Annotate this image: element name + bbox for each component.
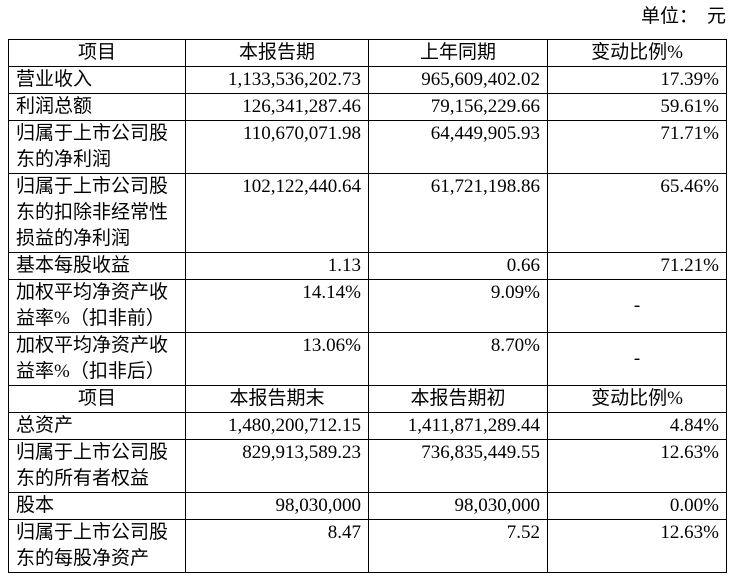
current-period-cell: 102,122,440.64 <box>185 173 369 253</box>
period-start-cell: 98,030,000 <box>368 492 548 520</box>
period-end-cell: 1,480,200,712.15 <box>185 412 369 440</box>
table-row-net-profit-attributable: 归属于上市公司股东的净利润 110,670,071.98 64,449,905.… <box>8 120 727 174</box>
change-ratio-cell: 59.61% <box>547 93 727 121</box>
column-header-period-start: 本报告期初 <box>368 385 548 413</box>
column-header-prior-period: 上年同期 <box>368 39 548 67</box>
financial-summary-table: 项目 本报告期 上年同期 变动比例% 营业收入 1,133,536,202.73… <box>8 39 727 573</box>
column-header-change-ratio: 变动比例% <box>547 385 727 413</box>
unit-note: 单位： 元 <box>641 5 726 29</box>
table-row-share-capital: 股本 98,030,000 98,030,000 0.00% <box>8 492 727 520</box>
unit-label: 单位： <box>640 6 698 27</box>
period-start-cell: 736,835,449.55 <box>368 439 548 493</box>
table-row-net-profit-excl-nonrecurring: 归属于上市公司股东的扣除非经常性损益的净利润 102,122,440.64 61… <box>8 173 727 253</box>
table-row-total-assets: 总资产 1,480,200,712.15 1,411,871,289.44 4.… <box>8 412 727 440</box>
current-period-cell: 110,670,071.98 <box>185 120 369 174</box>
current-period-cell: 1,133,536,202.73 <box>185 66 369 94</box>
column-header-item: 项目 <box>8 39 186 67</box>
current-period-cell: 14.14% <box>185 279 369 333</box>
period-start-cell: 1,411,871,289.44 <box>368 412 548 440</box>
change-ratio-cell: - <box>547 279 727 333</box>
change-ratio-cell: 12.63% <box>547 519 727 573</box>
current-period-cell: 126,341,287.46 <box>185 93 369 121</box>
item-cell: 归属于上市公司股东的净利润 <box>8 120 186 174</box>
table2-header-row: 项目 本报告期末 本报告期初 变动比例% <box>8 385 727 413</box>
table-row-operating-revenue: 营业收入 1,133,536,202.73 965,609,402.02 17.… <box>8 66 727 94</box>
item-cell: 基本每股收益 <box>8 252 186 280</box>
unit-value: 元 <box>706 6 726 27</box>
period-end-cell: 829,913,589.23 <box>185 439 369 493</box>
item-cell: 归属于上市公司股东的每股净资产 <box>8 519 186 573</box>
period-end-cell: 8.47 <box>185 519 369 573</box>
prior-period-cell: 0.66 <box>368 252 548 280</box>
item-cell: 股本 <box>8 492 186 520</box>
column-header-current-period: 本报告期 <box>185 39 369 67</box>
table-row-net-assets-per-share: 归属于上市公司股东的每股净资产 8.47 7.52 12.63% <box>8 519 727 573</box>
item-cell: 加权平均净资产收益率%（扣非前） <box>8 279 186 333</box>
column-header-period-end: 本报告期末 <box>185 385 369 413</box>
period-start-cell: 7.52 <box>368 519 548 573</box>
current-period-cell: 13.06% <box>185 332 369 386</box>
change-ratio-cell: 71.21% <box>547 252 727 280</box>
prior-period-cell: 79,156,229.66 <box>368 93 548 121</box>
table-row-total-profit: 利润总额 126,341,287.46 79,156,229.66 59.61% <box>8 93 727 121</box>
item-cell: 总资产 <box>8 412 186 440</box>
period-end-cell: 98,030,000 <box>185 492 369 520</box>
change-ratio-cell: 4.84% <box>547 412 727 440</box>
change-ratio-cell: 0.00% <box>547 492 727 520</box>
change-ratio-cell: 71.71% <box>547 120 727 174</box>
table-row-owners-equity: 归属于上市公司股东的所有者权益 829,913,589.23 736,835,4… <box>8 439 727 493</box>
item-cell: 归属于上市公司股东的扣除非经常性损益的净利润 <box>8 173 186 253</box>
item-cell: 加权平均净资产收益率%（扣非后） <box>8 332 186 386</box>
change-ratio-cell: - <box>547 332 727 386</box>
item-cell: 利润总额 <box>8 93 186 121</box>
column-header-change-ratio: 变动比例% <box>547 39 727 67</box>
change-ratio-cell: 65.46% <box>547 173 727 253</box>
table-row-basic-eps: 基本每股收益 1.13 0.66 71.21% <box>8 252 727 280</box>
item-cell: 归属于上市公司股东的所有者权益 <box>8 439 186 493</box>
current-period-cell: 1.13 <box>185 252 369 280</box>
prior-period-cell: 61,721,198.86 <box>368 173 548 253</box>
table-row-weighted-roe-after: 加权平均净资产收益率%（扣非后） 13.06% 8.70% - <box>8 332 727 386</box>
table1-header-row: 项目 本报告期 上年同期 变动比例% <box>8 39 727 67</box>
prior-period-cell: 965,609,402.02 <box>368 66 548 94</box>
prior-period-cell: 9.09% <box>368 279 548 333</box>
change-ratio-cell: 12.63% <box>547 439 727 493</box>
column-header-item: 项目 <box>8 385 186 413</box>
prior-period-cell: 64,449,905.93 <box>368 120 548 174</box>
table-row-weighted-roe-before: 加权平均净资产收益率%（扣非前） 14.14% 9.09% - <box>8 279 727 333</box>
item-cell: 营业收入 <box>8 66 186 94</box>
change-ratio-cell: 17.39% <box>547 66 727 94</box>
prior-period-cell: 8.70% <box>368 332 548 386</box>
